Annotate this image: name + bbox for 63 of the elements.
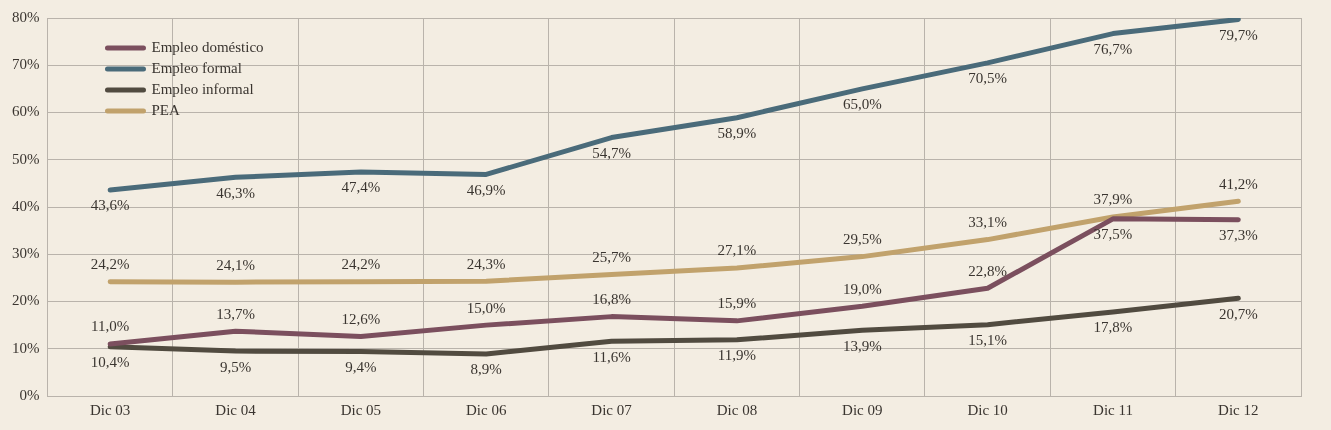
data-label: 19,0% [842,280,882,297]
y-tick-label: 60% [12,103,40,120]
y-tick-label: 0% [19,386,40,403]
x-tick-label: Dic 05 [340,401,382,418]
data-label: 47,4% [341,179,381,196]
data-label: 17,8% [1093,319,1133,336]
data-label: 9,5% [219,358,252,375]
x-tick-label: Dic 07 [591,401,633,418]
data-label: 16,8% [592,291,631,308]
y-tick-label: 50% [12,150,40,167]
x-tick-label: Dic 12 [1218,401,1259,418]
x-tick-label: Dic 11 [1093,401,1133,418]
x-tick-label: Dic 08 [716,401,758,418]
data-label: 58,9% [717,125,757,142]
data-label: 10,4% [90,354,130,371]
data-label: 13,7% [216,305,255,322]
data-label: 24,2% [341,256,381,273]
y-tick-label: 80% [12,8,40,25]
data-label: 9,4% [345,359,377,376]
y-tick-label: 10% [12,339,40,356]
data-label: 11,0% [91,318,130,335]
data-label: 37,5% [1093,226,1133,243]
legend-label: Empleo informal [151,80,254,97]
data-label: 70,5% [968,70,1007,87]
data-label: 41,2% [1218,175,1258,192]
data-label: 76,7% [1093,41,1133,58]
data-label: 8,9% [470,361,502,378]
y-tick-label: 70% [12,56,40,73]
data-label: 37,3% [1218,227,1258,244]
data-label: 43,6% [90,197,130,214]
data-label: 22,8% [968,262,1007,279]
data-label: 13,9% [842,337,882,354]
data-label: 46,9% [466,181,506,198]
legend-label: Empleo formal [151,59,242,76]
y-tick-label: 40% [12,197,40,214]
data-label: 25,7% [592,249,631,266]
data-label: 24,2% [90,256,130,273]
x-tick-label: Dic 09 [842,401,883,418]
data-label: 24,3% [466,255,506,272]
data-label: 11,9% [717,347,757,364]
data-label: 27,1% [717,242,757,259]
data-label: 54,7% [592,144,631,161]
data-label: 15,1% [968,332,1007,349]
y-tick-label: 20% [12,292,40,309]
data-label: 33,1% [968,214,1007,231]
legend-label: Empleo doméstico [151,38,264,55]
data-label: 12,6% [341,310,381,327]
legend-label: PEA [151,101,180,118]
y-tick-label: 30% [12,245,40,262]
data-label: 79,7% [1218,26,1258,43]
data-label: 37,9% [1093,191,1133,208]
data-label: 29,5% [842,231,882,248]
x-tick-label: Dic 03 [89,401,131,418]
data-label: 46,3% [216,184,255,201]
x-tick-label: Dic 04 [215,401,257,418]
data-label: 24,1% [216,256,255,273]
x-tick-label: Dic 10 [967,401,1008,418]
data-label: 65,0% [842,96,882,113]
data-label: 20,7% [1218,305,1258,322]
data-label: 11,6% [592,348,631,365]
data-label: 15,0% [466,299,506,316]
data-label: 15,9% [717,295,757,312]
x-tick-label: Dic 06 [466,401,507,418]
